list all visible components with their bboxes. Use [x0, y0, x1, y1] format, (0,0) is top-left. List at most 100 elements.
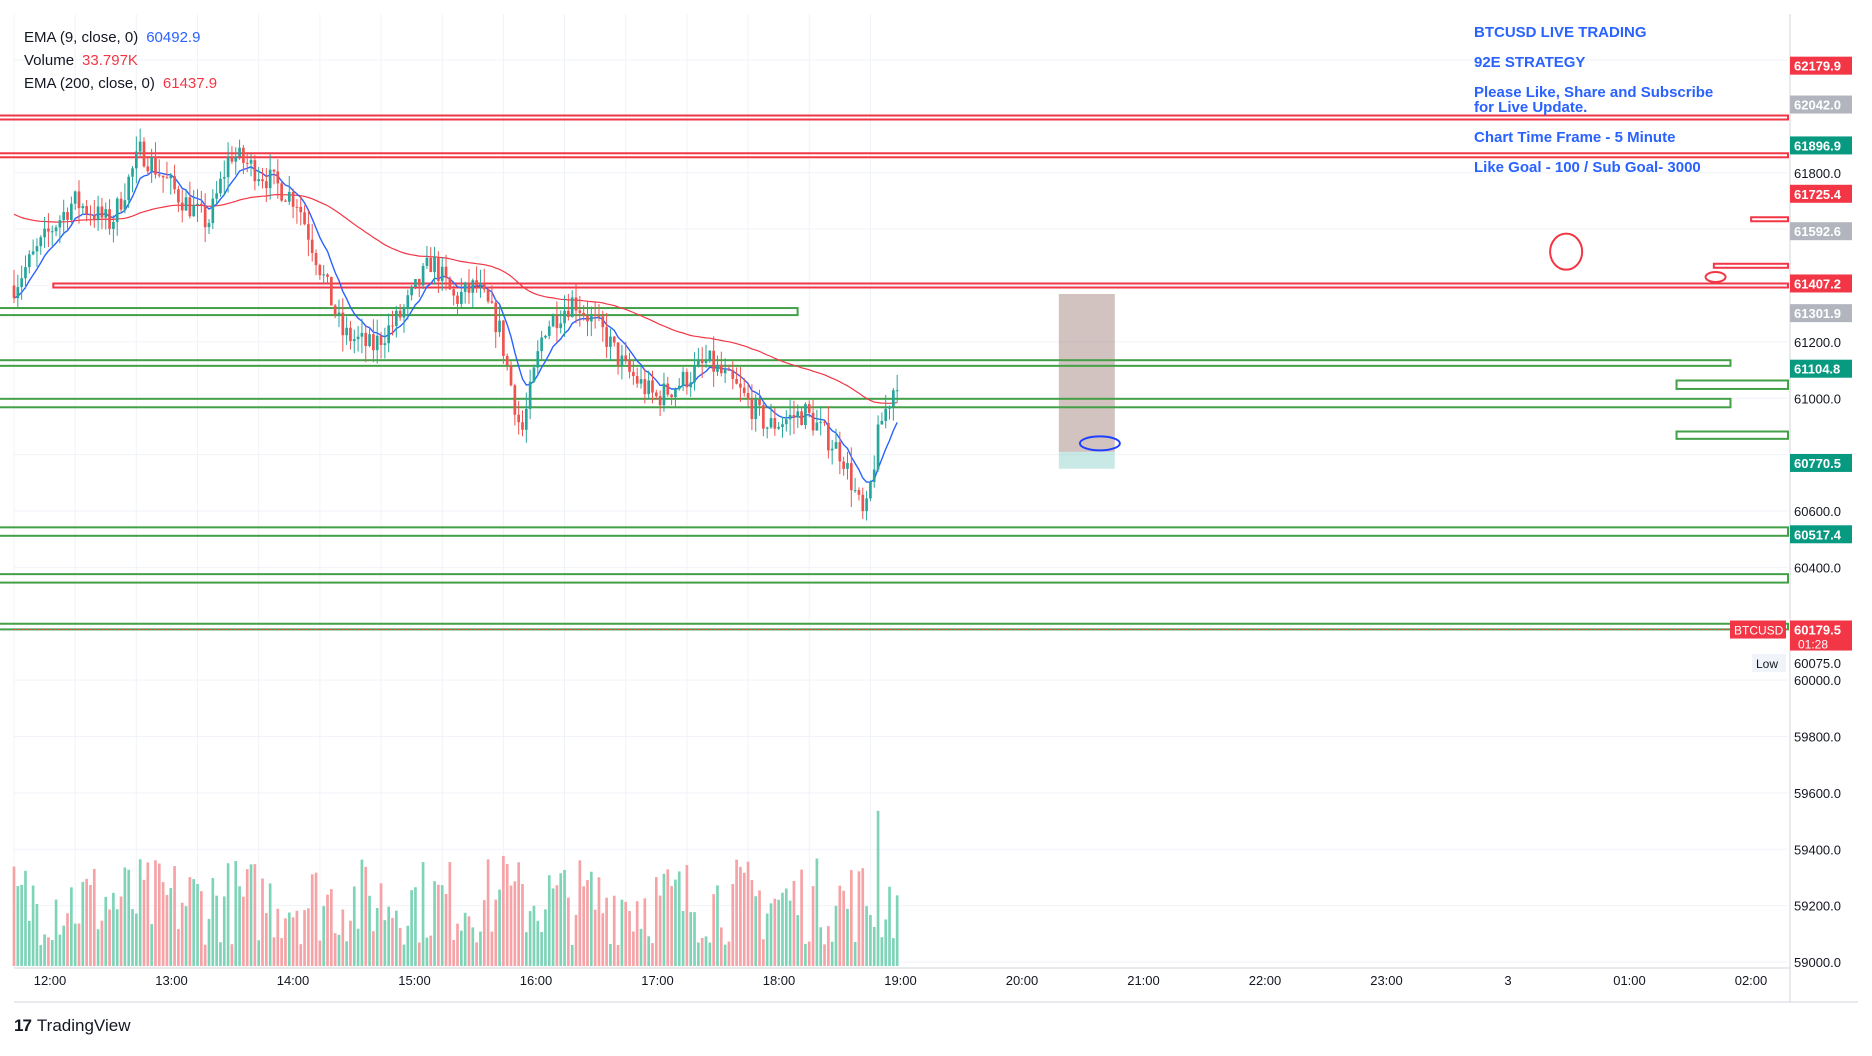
candle-body: [559, 323, 563, 329]
volume-bar: [222, 896, 226, 966]
volume-bar: [880, 937, 884, 966]
volume-bar: [226, 863, 230, 966]
price-badge-label: 62179.9: [1794, 59, 1841, 74]
candle-body: [24, 267, 27, 279]
volume-bar: [830, 941, 834, 966]
volume-bar: [62, 925, 66, 966]
price-badge-green: [1790, 453, 1852, 472]
volume-bar: [597, 877, 601, 966]
time-tick-label: 21:00: [1127, 973, 1160, 988]
volume-bar: [547, 875, 551, 966]
candle-body: [632, 371, 635, 377]
ema200-line: [13, 193, 898, 404]
candle-body: [834, 442, 838, 449]
candle-body: [853, 490, 857, 492]
time-tick-label: 17:00: [641, 973, 674, 988]
volume-bar: [727, 941, 731, 966]
price-badge-gray: [1790, 95, 1852, 114]
volume-bar: [27, 920, 31, 966]
volume-bar: [479, 931, 482, 966]
low-marker-value: 60075.0: [1794, 656, 1841, 671]
price-badge-label: 60517.4: [1794, 527, 1842, 542]
candle-body: [73, 191, 77, 204]
price-tick-label: 60000.0: [1794, 673, 1841, 688]
candle-body: [811, 412, 815, 431]
volume-bar: [475, 942, 478, 966]
candle-body: [807, 404, 811, 413]
annotation-goal: Like Goal - 100 / Sub Goal- 3000: [1474, 159, 1701, 176]
volume-bar: [200, 891, 203, 966]
candle-body: [341, 312, 345, 336]
candle-body: [314, 253, 318, 266]
price-badge-label: 60770.5: [1794, 456, 1841, 471]
candle-body: [567, 310, 570, 318]
price-badge-label: 62042.0: [1794, 98, 1841, 113]
volume-bar: [257, 940, 261, 966]
volume-bar: [635, 901, 639, 966]
candle-body: [662, 383, 666, 406]
candle-body: [142, 141, 146, 167]
price-badge-label: 61407.2: [1794, 276, 1841, 291]
candle-body: [375, 335, 379, 351]
candle-body: [486, 289, 490, 302]
candle-body: [318, 265, 322, 276]
candle-body: [490, 301, 494, 303]
time-tick-label: 18:00: [763, 973, 796, 988]
volume-bar: [192, 879, 196, 966]
volume-bar: [578, 860, 582, 966]
volume-bar: [700, 937, 704, 966]
resistance-line-5: [52, 282, 1789, 289]
candle-body: [563, 310, 566, 324]
candle-body: [570, 297, 574, 318]
volume-bar: [154, 860, 157, 966]
candle-body: [39, 237, 43, 247]
volume-bar: [735, 859, 738, 966]
volume-bar: [800, 869, 803, 966]
volume-bar: [528, 911, 532, 966]
volume-bar: [429, 935, 433, 966]
candle-body: [157, 174, 161, 176]
candle-body: [742, 387, 746, 394]
volume-bar: [471, 927, 475, 966]
price-tick-label: 59800.0: [1794, 730, 1841, 745]
candle-body: [414, 279, 417, 287]
volume-bar: [135, 913, 138, 966]
candle-body: [892, 390, 895, 407]
candle-body: [593, 315, 597, 317]
volume-bar: [639, 928, 643, 966]
candle-body: [104, 209, 108, 218]
volume-bar: [24, 870, 27, 966]
low-marker-label: Low: [1756, 657, 1778, 671]
volume-bar: [777, 899, 780, 966]
circle-mark-red: [1549, 232, 1584, 271]
candle-body: [452, 289, 456, 296]
support-zone-5: [1675, 379, 1789, 390]
candle-body: [329, 276, 333, 306]
legend-ema200[interactable]: EMA (200, close, 0) 61437.9: [24, 72, 217, 95]
annotation-title: BTCUSD LIVE TRADING: [1474, 24, 1647, 41]
volume-bar: [574, 914, 578, 966]
candle-body: [291, 191, 295, 207]
candle-body: [555, 315, 559, 329]
candle-body: [448, 277, 452, 290]
volume-bar: [345, 941, 348, 966]
candle-body: [222, 177, 226, 179]
candle-body: [609, 336, 612, 347]
volume-bar: [876, 810, 880, 966]
volume-bar: [115, 909, 119, 966]
time-tick-label: 01:00: [1613, 973, 1646, 988]
tradingview-logo[interactable]: 17 TradingView: [14, 1016, 130, 1036]
time-tick-label: 02:00: [1735, 973, 1768, 988]
legend-volume[interactable]: Volume 33.797K: [24, 49, 217, 72]
volume-bar: [322, 906, 326, 966]
volume-bar: [490, 931, 494, 966]
volume-bar: [467, 916, 471, 966]
candle-body: [712, 350, 715, 372]
candle-body: [479, 283, 482, 286]
volume-bar: [66, 913, 69, 966]
volume-bar: [127, 869, 131, 966]
candle-body: [586, 315, 589, 322]
legend-ema9[interactable]: EMA (9, close, 0) 60492.9: [24, 26, 217, 49]
